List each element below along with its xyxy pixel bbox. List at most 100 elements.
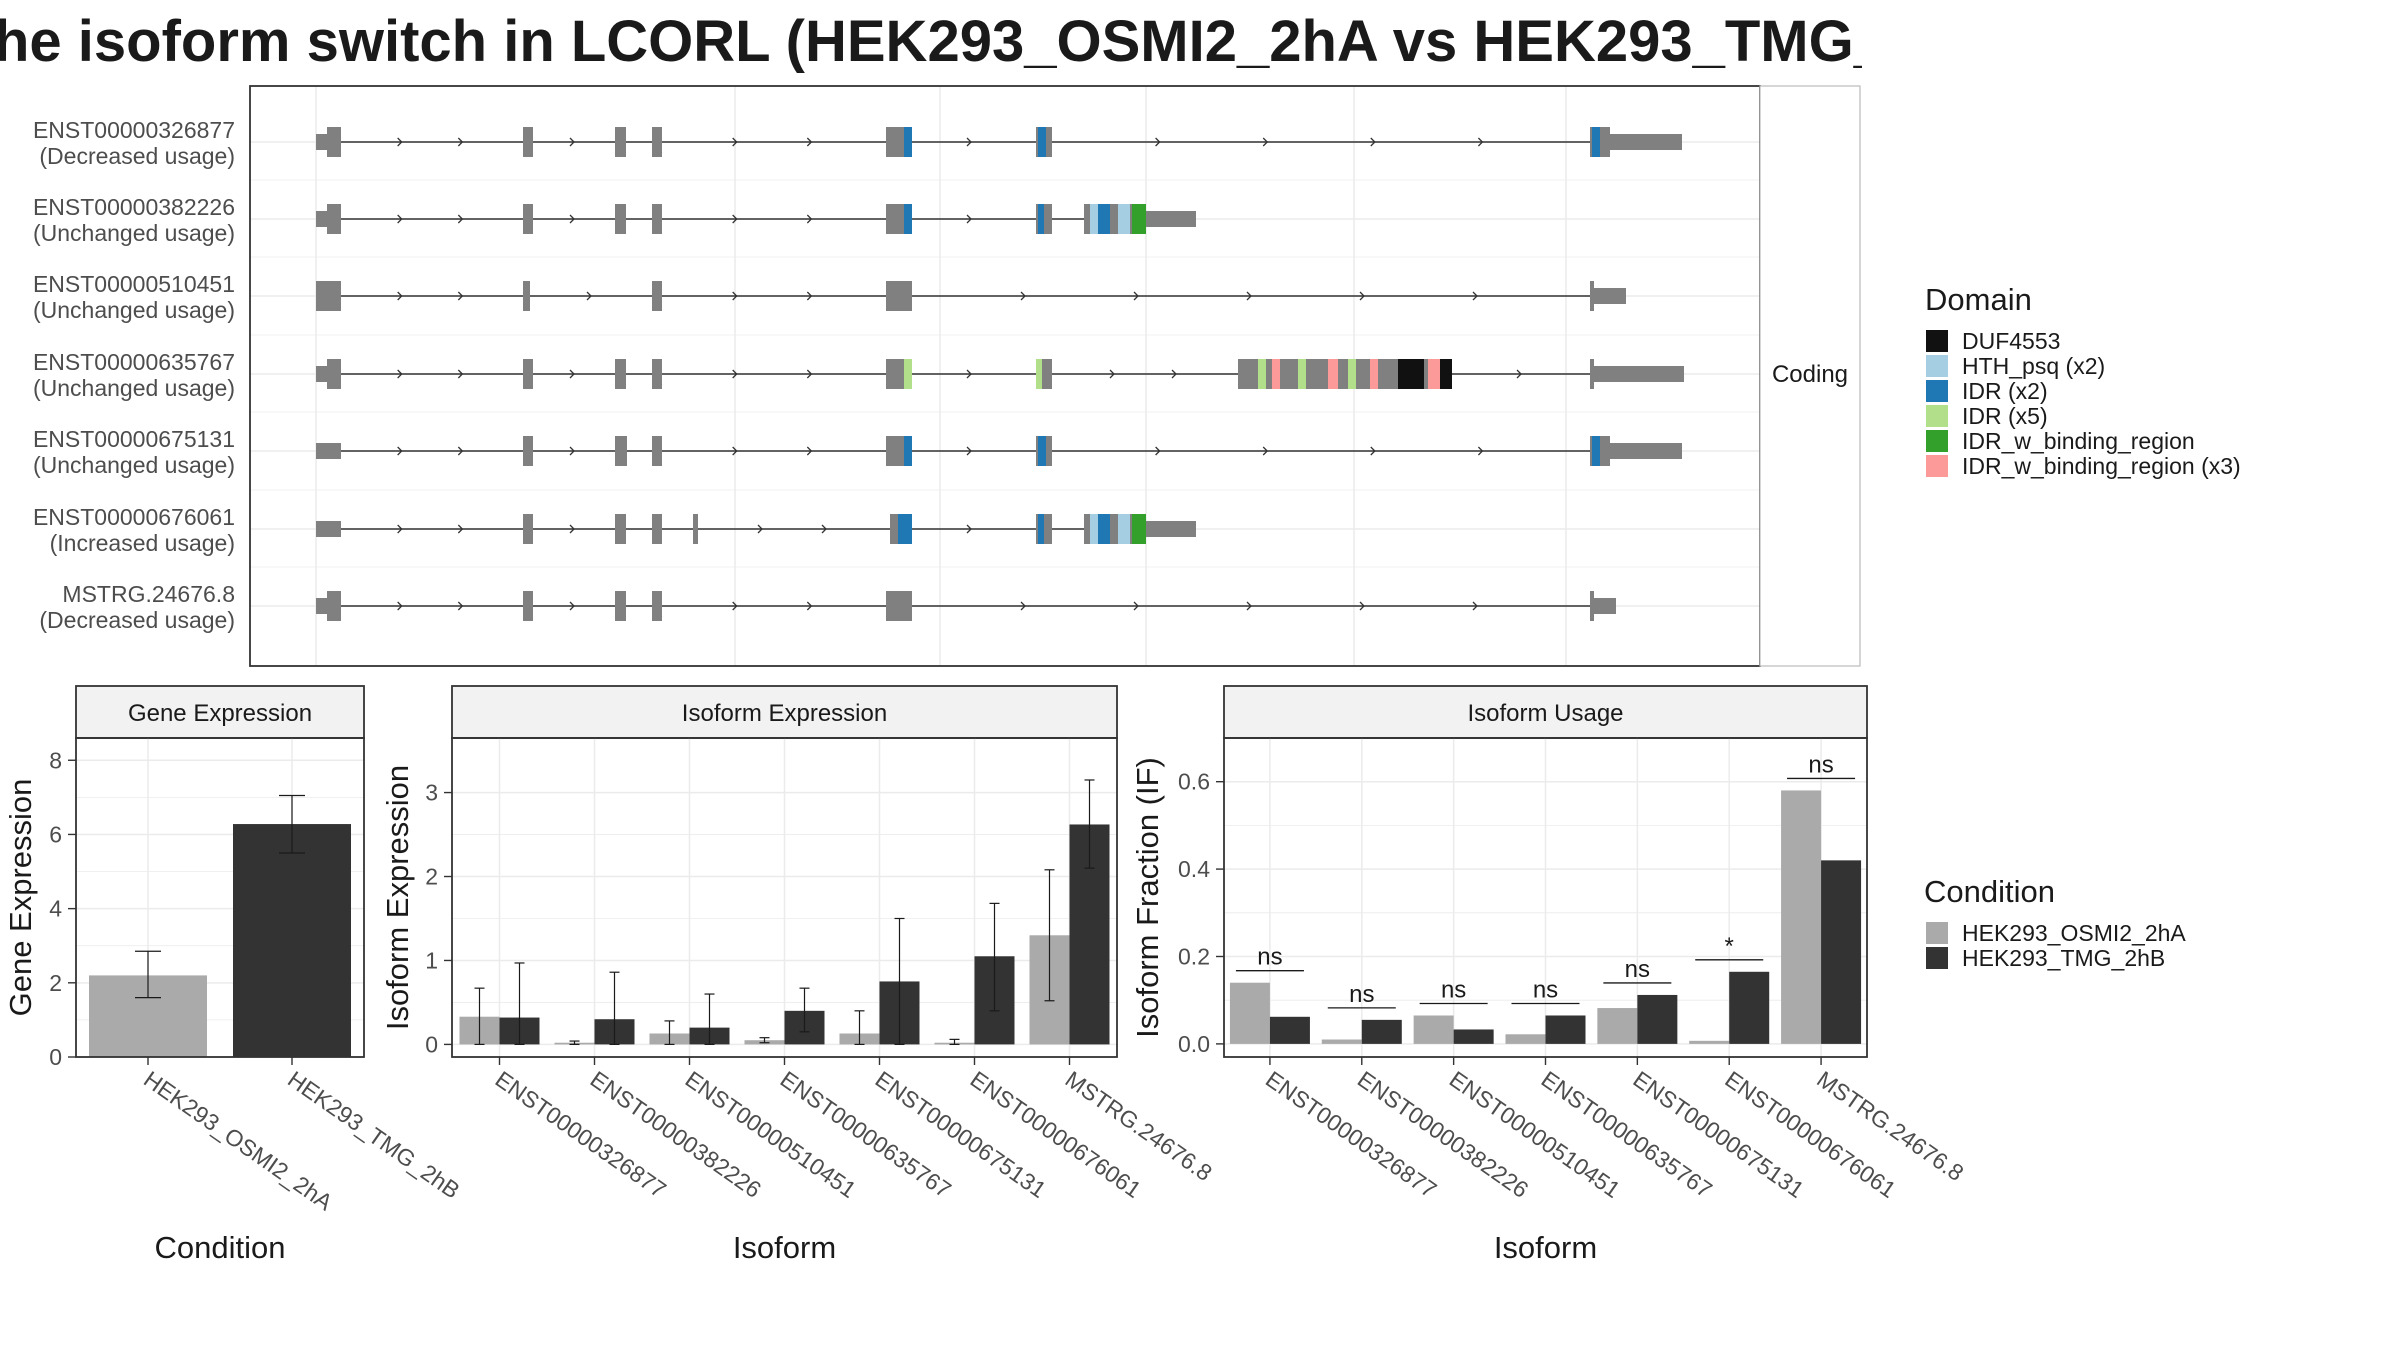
direction-chevron <box>1133 601 1139 611</box>
domain-block <box>1132 514 1146 544</box>
exon-block <box>523 514 533 544</box>
exon-block <box>886 359 906 389</box>
transcript-id-label: ENST00000326877 <box>33 117 235 143</box>
direction-chevron <box>397 214 403 224</box>
y-tick-label: 0 <box>425 1031 438 1057</box>
domain-block <box>1098 204 1110 234</box>
transcript-row: ENST00000635767(Unchanged usage) <box>33 349 1684 401</box>
transcript-usage-label: (Unchanged usage) <box>33 297 235 323</box>
exon-block <box>523 127 533 157</box>
transcript-id-label: MSTRG.24676.8 <box>62 581 235 607</box>
direction-chevron <box>1516 369 1522 379</box>
direction-chevron <box>569 369 575 379</box>
direction-chevron <box>757 524 763 534</box>
domain-block <box>1592 127 1600 157</box>
significance-label: ns <box>1808 751 1833 778</box>
exon-block <box>615 127 626 157</box>
y-axis-title: Gene Expression <box>3 779 38 1017</box>
exon-block <box>523 591 533 621</box>
domain-legend-label: DUF4553 <box>1962 328 2060 354</box>
direction-chevron <box>569 446 575 456</box>
domain-legend-swatch <box>1926 455 1948 477</box>
direction-chevron <box>1133 291 1139 301</box>
domain-block <box>1398 359 1424 389</box>
x-tick-label: ENST00000635767 <box>776 1066 956 1203</box>
direction-chevron <box>569 214 575 224</box>
x-axis-title: Condition <box>155 1230 286 1265</box>
y-axis-title: Isoform Expression <box>380 765 415 1030</box>
exon-block <box>615 514 626 544</box>
domain-block <box>1118 204 1130 234</box>
exon-block <box>1610 443 1682 459</box>
direction-chevron <box>732 291 738 301</box>
panel-title: Gene Expression <box>128 700 312 727</box>
domain-legend-swatch <box>1926 330 1948 352</box>
domain-block <box>1038 204 1044 234</box>
exon-block <box>316 281 341 311</box>
direction-chevron <box>1262 137 1269 147</box>
direction-chevron <box>397 601 403 611</box>
exon-block <box>1590 591 1594 621</box>
direction-chevron <box>1020 601 1026 611</box>
exon-block <box>621 436 627 466</box>
x-tick-label: ENST00000675131 <box>871 1066 1051 1203</box>
significance-label: ns <box>1625 956 1650 983</box>
panel-border <box>75 737 365 1058</box>
bar <box>1637 994 1678 1044</box>
direction-chevron <box>821 524 827 534</box>
exon-block <box>316 443 341 459</box>
exon-block <box>886 591 912 621</box>
domain-legend-label: IDR_w_binding_region (x3) <box>1962 453 2241 479</box>
direction-chevron <box>966 524 972 534</box>
transcript-row: ENST00000326877(Decreased usage) <box>33 117 1682 169</box>
transcript-id-label: ENST00000676061 <box>33 504 235 530</box>
exon-block <box>886 204 906 234</box>
direction-chevron <box>966 369 972 379</box>
direction-chevron <box>1477 446 1484 456</box>
transcript-usage-label: (Increased usage) <box>50 530 235 556</box>
x-tick-label: ENST00000675131 <box>1628 1066 1808 1203</box>
y-tick-label: 0.4 <box>1178 856 1210 882</box>
exon-block <box>316 211 327 227</box>
direction-chevron <box>397 524 403 534</box>
exon-block <box>1590 359 1594 389</box>
transcript-usage-label: (Unchanged usage) <box>33 452 235 478</box>
direction-chevron <box>806 291 813 301</box>
direction-chevron <box>1155 137 1161 147</box>
domain-legend-swatch <box>1926 430 1948 452</box>
y-tick-label: 0.0 <box>1178 1031 1210 1057</box>
exon-block <box>1610 134 1682 150</box>
direction-chevron <box>586 291 592 301</box>
exon-block <box>523 436 533 466</box>
direction-chevron <box>569 524 575 534</box>
bar <box>1229 982 1270 1044</box>
direction-chevron <box>806 137 813 147</box>
direction-chevron <box>1477 137 1484 147</box>
bar <box>1321 1039 1362 1044</box>
panel-title-strip <box>451 685 1118 739</box>
y-tick-label: 0.2 <box>1178 943 1210 969</box>
exon-block <box>327 127 341 157</box>
domain-block <box>1090 204 1098 234</box>
direction-chevron <box>966 446 972 456</box>
domain-block <box>1348 359 1356 389</box>
exon-block <box>316 134 327 150</box>
condition-legend-label: HEK293_OSMI2_2hA <box>1962 920 2186 946</box>
exon-block <box>327 359 341 389</box>
direction-chevron <box>732 446 738 456</box>
direction-chevron <box>457 446 464 456</box>
transcript-id-label: ENST00000510451 <box>33 271 235 297</box>
transcript-row: ENST00000510451(Unchanged usage) <box>33 271 1626 323</box>
condition-legend-title: Condition <box>1924 874 2055 909</box>
exon-block <box>886 127 906 157</box>
exon-block <box>886 281 912 311</box>
direction-chevron <box>1359 601 1365 611</box>
direction-chevron <box>457 524 464 534</box>
domain-block <box>1038 127 1046 157</box>
domain-legend-label: IDR (x2) <box>1962 378 2048 404</box>
bar <box>1689 1040 1730 1044</box>
domain-block <box>1258 359 1266 389</box>
bar <box>1597 1008 1638 1044</box>
exon-block <box>886 436 906 466</box>
